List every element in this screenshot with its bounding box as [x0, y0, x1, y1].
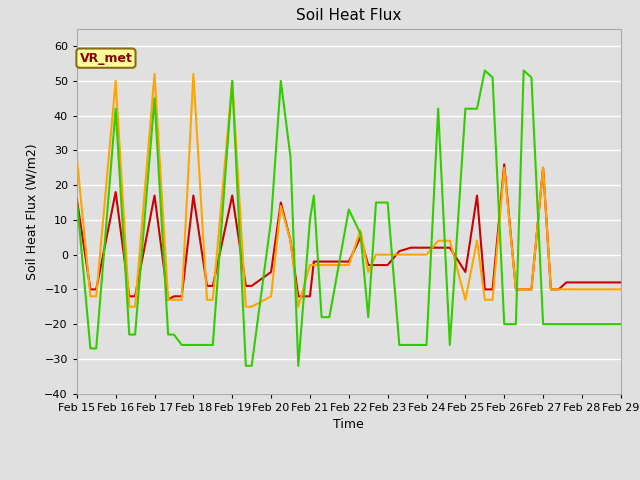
Title: Soil Heat Flux: Soil Heat Flux: [296, 9, 401, 24]
Legend: SHF 1, SHF 2, SHF 3: SHF 1, SHF 2, SHF 3: [209, 474, 489, 480]
X-axis label: Time: Time: [333, 418, 364, 431]
Text: VR_met: VR_met: [79, 52, 132, 65]
Y-axis label: Soil Heat Flux (W/m2): Soil Heat Flux (W/m2): [26, 143, 38, 279]
